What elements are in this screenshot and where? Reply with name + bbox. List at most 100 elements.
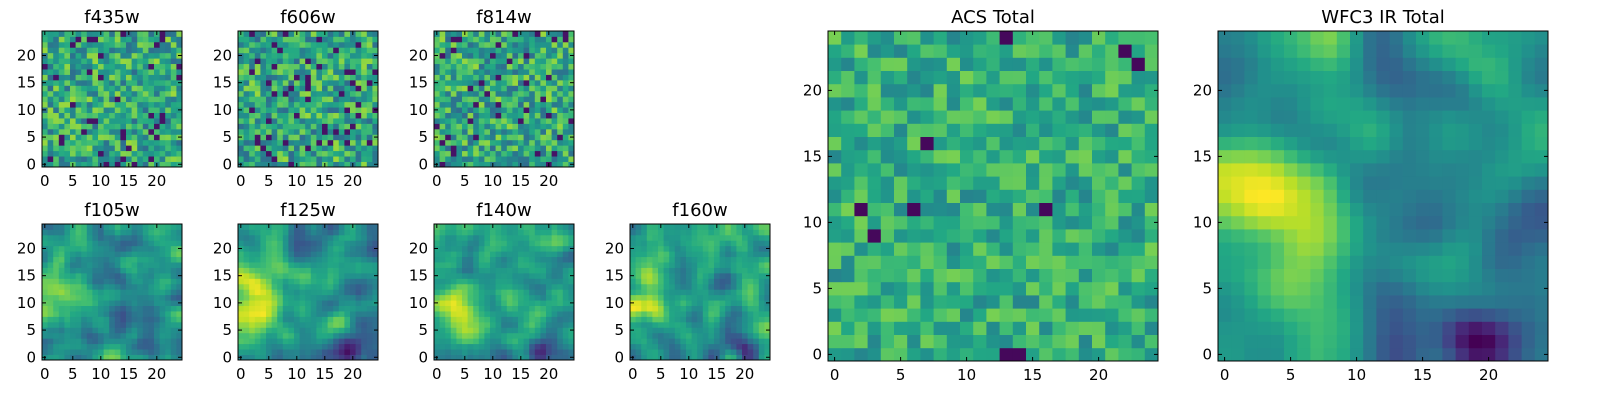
heatmap-cell — [86, 90, 93, 97]
heatmap-cell — [540, 85, 547, 92]
heatmap-cell — [518, 101, 524, 108]
heatmap-cell — [501, 245, 508, 252]
heatmap-cell — [456, 294, 463, 301]
heatmap-cell — [53, 79, 60, 86]
x-tick-label: 5 — [460, 172, 470, 190]
heatmap-cell — [64, 150, 71, 157]
heatmap-cell — [238, 156, 244, 162]
heatmap-cell — [137, 156, 144, 162]
heatmap-cell — [165, 118, 172, 124]
heatmap-cell — [907, 189, 921, 203]
heatmap-cell — [506, 316, 513, 323]
heatmap-cell — [478, 128, 485, 135]
heatmap-cell — [1012, 189, 1027, 203]
heatmap-cell — [867, 255, 882, 269]
heatmap-cell — [159, 316, 166, 323]
heatmap-cell — [271, 354, 278, 361]
heatmap-cell — [456, 305, 463, 312]
heatmap-cell — [366, 128, 373, 135]
heatmap-cell — [58, 47, 65, 54]
heatmap-cell — [277, 354, 284, 361]
heatmap-cell — [338, 224, 345, 230]
heatmap-cell — [854, 321, 868, 335]
heatmap-cell — [75, 128, 82, 135]
heatmap-cell — [42, 289, 48, 296]
heatmap-cell — [484, 156, 491, 162]
heatmap-cell — [58, 145, 65, 152]
heatmap-cell — [98, 96, 104, 103]
heatmap-cell — [282, 321, 289, 328]
heatmap-cell — [103, 161, 110, 168]
heatmap-cell — [366, 305, 373, 312]
heatmap-cell — [176, 256, 183, 263]
heatmap-cell — [534, 262, 541, 268]
heatmap-cell — [529, 256, 536, 263]
heatmap-cell — [260, 69, 267, 75]
heatmap-cell — [439, 107, 446, 113]
heatmap-cell — [557, 224, 564, 230]
heatmap-cell — [568, 123, 575, 130]
heatmap-cell — [249, 36, 256, 43]
heatmap-cell — [344, 327, 351, 334]
heatmap-cell — [344, 234, 351, 241]
heatmap-cell — [338, 31, 345, 37]
heatmap-cell — [327, 311, 334, 317]
heatmap-cell — [81, 41, 88, 48]
heatmap-cell — [355, 63, 362, 70]
heatmap-cell — [495, 123, 502, 130]
heatmap-cell — [484, 139, 491, 146]
heatmap-cell — [282, 229, 289, 236]
x-tick-label: 0 — [236, 172, 246, 190]
heatmap-cell — [841, 347, 855, 362]
heatmap-cell — [238, 289, 244, 296]
heatmap-cell — [271, 128, 278, 135]
heatmap-cell — [42, 128, 48, 135]
heatmap-cell — [506, 332, 513, 339]
heatmap-cell — [126, 289, 132, 296]
heatmap-cell — [702, 224, 709, 230]
heatmap-cell — [635, 316, 642, 323]
heatmap-cell — [355, 234, 362, 241]
heatmap-cell — [1105, 202, 1119, 217]
heatmap-cell — [669, 338, 676, 345]
heatmap-cell — [719, 251, 726, 258]
heatmap-cell — [714, 321, 720, 328]
heatmap-cell — [630, 311, 636, 317]
heatmap-cell — [361, 123, 368, 130]
heatmap-cell — [1144, 281, 1159, 296]
heatmap-cell — [467, 41, 474, 48]
heatmap-cell — [249, 300, 256, 306]
heatmap-cell — [42, 338, 48, 345]
heatmap-cell — [450, 240, 457, 247]
heatmap-cell — [64, 85, 71, 92]
heatmap-cell — [282, 79, 289, 86]
heatmap-cell — [288, 267, 295, 274]
heatmap-cell — [841, 321, 855, 335]
heatmap-cell — [126, 343, 132, 350]
heatmap-cell — [277, 289, 284, 296]
heatmap-cell — [562, 283, 569, 290]
heatmap-cell — [1039, 347, 1053, 362]
heatmap-cell — [53, 118, 60, 124]
heatmap-cell — [1026, 189, 1040, 203]
heatmap-cell — [322, 289, 328, 296]
heatmap-cell — [434, 85, 440, 92]
heatmap-cell — [148, 311, 155, 317]
heatmap-cell — [165, 47, 172, 54]
heatmap-cell — [355, 107, 362, 113]
heatmap-cell — [674, 283, 681, 290]
heatmap-cell — [154, 36, 160, 43]
heatmap-cell — [736, 354, 743, 361]
heatmap-cell — [462, 118, 468, 124]
heatmap-cell — [680, 332, 687, 339]
heatmap-cell — [243, 96, 250, 103]
heatmap-cell — [467, 101, 474, 108]
heatmap-cell — [501, 134, 508, 141]
heatmap-cell — [81, 52, 88, 59]
heatmap-cell — [478, 327, 485, 334]
heatmap-cell — [635, 234, 642, 241]
heatmap-cell — [445, 327, 452, 334]
heatmap-cell — [355, 278, 362, 285]
heatmap-cell — [120, 316, 127, 323]
